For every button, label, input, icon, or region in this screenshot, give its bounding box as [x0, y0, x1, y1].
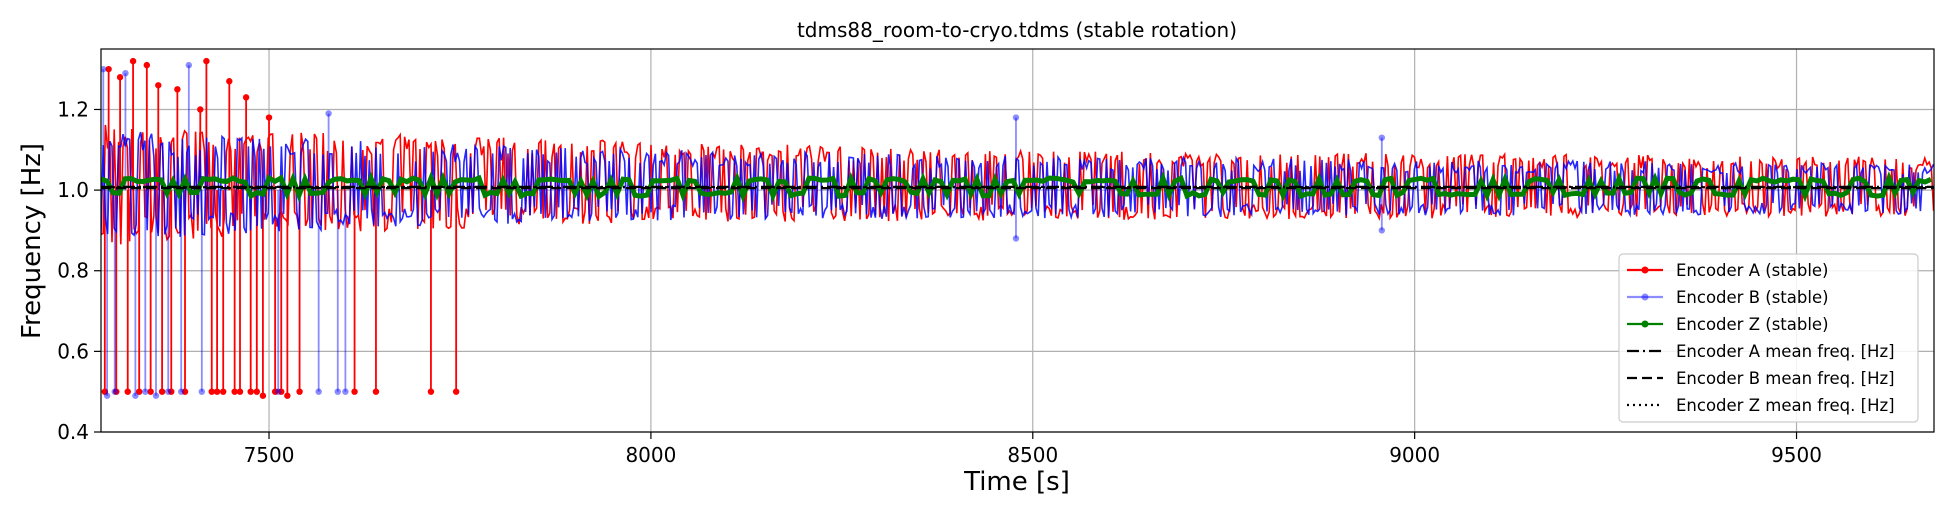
spike-point: [315, 388, 322, 395]
legend-entry: Encoder A mean freq. [Hz]: [1627, 342, 1895, 361]
spike-point: [259, 392, 267, 399]
spike-point: [247, 388, 254, 395]
x-tick-label: 8500: [1007, 443, 1058, 467]
legend-label: Encoder A (stable): [1676, 261, 1829, 280]
legend-entry: Encoder Z (stable): [1627, 315, 1829, 334]
y-tick-label: 0.4: [57, 420, 89, 444]
legend-label: Encoder Z mean freq. [Hz]: [1676, 396, 1895, 415]
spike-point: [181, 388, 189, 395]
y-axis-label: Frequency [Hz]: [17, 143, 47, 339]
x-axis: 7500 8000 8500 9000 9500: [244, 432, 1822, 467]
spike-point: [129, 57, 137, 65]
spike-point: [1012, 114, 1020, 121]
y-tick-label: 0.6: [57, 339, 89, 363]
spike-point: [155, 82, 162, 89]
spike-point: [122, 69, 129, 77]
y-axis: 0.4 0.6 0.8 1.0 1.2: [57, 97, 101, 444]
spike-point: [185, 61, 193, 69]
axes-frame: [100, 48, 1935, 433]
legend-entry: Encoder B mean freq. [Hz]: [1627, 369, 1895, 388]
spike-point: [265, 114, 273, 121]
spike-point: [231, 388, 238, 395]
spike-point: [203, 57, 210, 65]
y-tick-label: 1.2: [57, 97, 89, 121]
y-tick-label: 1.0: [57, 178, 89, 202]
spike-point: [132, 392, 139, 399]
spike-point: [351, 388, 358, 395]
spike-point: [253, 388, 261, 395]
legend-label: Encoder A mean freq. [Hz]: [1676, 342, 1895, 361]
spike-point: [271, 388, 279, 395]
x-axis-label: Time [s]: [963, 467, 1070, 497]
plot-area: [101, 57, 1934, 399]
series-line: [101, 124, 1934, 245]
chart-title: tdms88_room-to-cryo.tdms (stable rotatio…: [797, 18, 1237, 42]
legend-entry: Encoder A (stable): [1627, 261, 1829, 280]
spike-point: [242, 94, 250, 101]
spike-point: [452, 388, 460, 395]
spike-point: [111, 388, 118, 395]
spike-point: [116, 74, 124, 81]
spike-point: [158, 388, 166, 395]
spike-point: [334, 388, 341, 395]
spike-point: [1378, 134, 1386, 141]
legend-label: Encoder Z (stable): [1676, 315, 1829, 334]
spike-point: [274, 388, 282, 395]
spike-point: [296, 388, 303, 395]
spike-point: [198, 388, 206, 395]
legend-swatch-marker: [1641, 320, 1649, 328]
legend-label: Encoder B mean freq. [Hz]: [1676, 369, 1895, 388]
series-line: [101, 131, 1934, 237]
spike-point: [236, 388, 244, 395]
spike-point: [174, 86, 181, 93]
series-b: [101, 61, 1934, 399]
spike-point: [197, 106, 204, 113]
x-tick-label: 9500: [1771, 443, 1822, 467]
spike-point: [113, 388, 120, 395]
y-tick-label: 0.8: [57, 259, 89, 283]
spike-point: [165, 388, 172, 395]
spike-point: [105, 65, 112, 73]
spike-point: [177, 388, 185, 395]
x-tick-label: 9000: [1389, 443, 1440, 467]
spike-point: [101, 388, 109, 395]
legend-frame: [1618, 253, 1919, 423]
spike-point: [220, 388, 227, 395]
spike-point: [342, 388, 349, 395]
spike-point: [226, 78, 233, 85]
spike-point: [1378, 227, 1386, 234]
spike-point: [135, 388, 143, 395]
spike-point: [103, 392, 111, 399]
spike-point: [142, 388, 149, 395]
legend-entry: Encoder Z mean freq. [Hz]: [1627, 396, 1895, 415]
spike-point: [152, 392, 160, 399]
legend: Encoder A (stable) Encoder B (stable) Enco…: [1618, 253, 1919, 423]
legend-swatch-marker: [1641, 266, 1649, 274]
legend-swatch-marker: [1641, 293, 1649, 301]
spike-point: [372, 388, 380, 395]
legend-label: Encoder B (stable): [1676, 288, 1829, 307]
spike-point: [325, 110, 332, 117]
spike-point: [278, 388, 285, 395]
x-tick-label: 7500: [244, 443, 295, 467]
spike-point: [168, 388, 175, 395]
legend-entry: Encoder B (stable): [1627, 288, 1829, 307]
spike-point: [1012, 235, 1020, 242]
spike-point: [284, 392, 291, 399]
spike-point: [147, 388, 154, 395]
spike-point: [143, 61, 151, 69]
spike-point: [208, 388, 215, 395]
spike-point: [101, 65, 107, 73]
spike-point: [124, 388, 131, 395]
spike-point: [427, 388, 435, 395]
x-tick-label: 8000: [625, 443, 676, 467]
spike-point: [213, 388, 221, 395]
